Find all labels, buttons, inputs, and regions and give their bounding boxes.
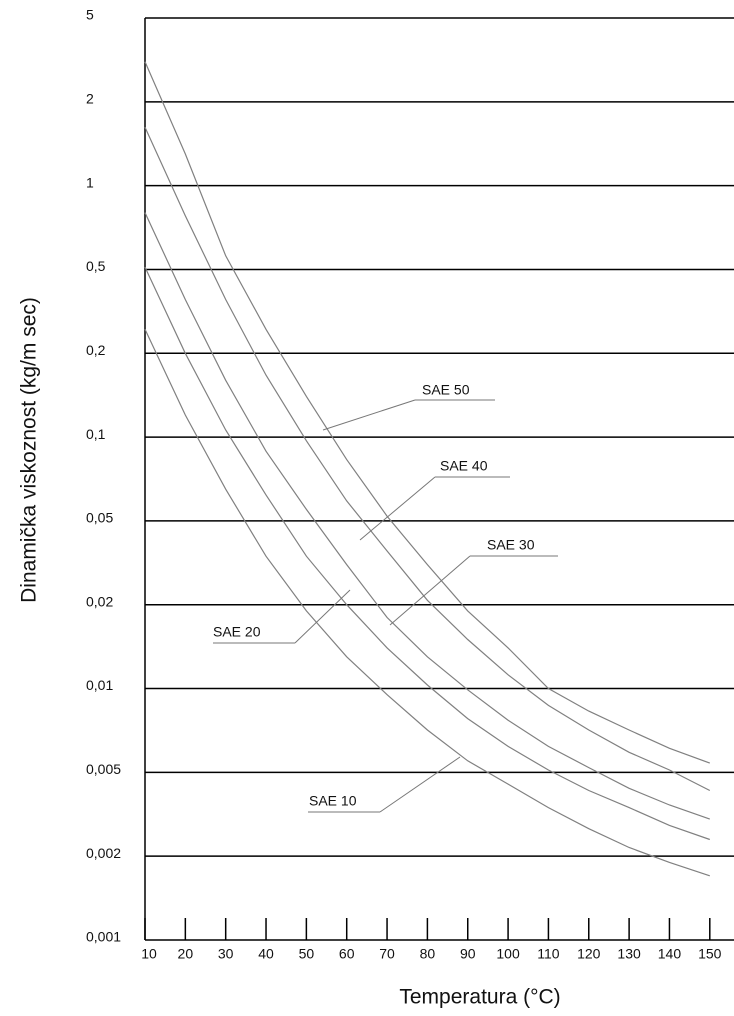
y-tick-label: 1 (86, 174, 94, 190)
y-tick-label: 0,01 (86, 677, 113, 693)
x-tick-label: 110 (537, 946, 560, 962)
curve (144, 212, 710, 820)
y-tick-label: 0,05 (86, 510, 113, 526)
x-tick-label: 90 (460, 946, 476, 962)
x-tick-label: 120 (577, 946, 601, 962)
leader-line (389, 555, 471, 626)
y-axis-label: Dinamička viskoznost (kg/m sec) (18, 297, 41, 603)
y-tick-label: 2 (86, 91, 94, 107)
x-tick-label: 10 (141, 946, 157, 962)
y-tick-label: 0,5 (86, 258, 106, 274)
x-tick-label: 70 (379, 946, 395, 962)
leader-line (379, 756, 461, 813)
curve (144, 329, 710, 877)
x-axis-label: Temperatura (°C) (399, 986, 560, 1009)
curve (144, 127, 711, 792)
x-tick-label: 140 (658, 946, 682, 962)
x-tick-label: 100 (496, 946, 520, 962)
leader-line (322, 399, 416, 431)
x-tick-label: 130 (617, 946, 641, 962)
x-tick-label: 150 (698, 946, 722, 962)
y-tick-label: 0,001 (86, 929, 121, 945)
curve (144, 266, 710, 841)
y-tick-label: 0,2 (86, 342, 106, 358)
y-tick-label: 0,1 (86, 426, 106, 442)
y-tick-label: 5 (86, 7, 94, 23)
curve-label: SAE 20 (213, 624, 261, 640)
leader-line (359, 476, 436, 541)
y-tick-label: 0,005 (86, 761, 121, 777)
curve (144, 61, 711, 764)
x-tick-label: 30 (218, 946, 234, 962)
curve-label: SAE 50 (422, 382, 470, 398)
leader-line (294, 589, 351, 644)
x-tick-label: 50 (299, 946, 315, 962)
curve-label: SAE 10 (309, 793, 357, 809)
x-tick-label: 40 (258, 946, 274, 962)
x-tick-label: 80 (420, 946, 436, 962)
y-tick-label: 0,02 (86, 593, 113, 609)
curve-label: SAE 40 (440, 458, 488, 474)
curve-label: SAE 30 (487, 537, 535, 553)
y-tick-label: 0,002 (86, 845, 121, 861)
x-tick-label: 20 (178, 946, 194, 962)
x-tick-label: 60 (339, 946, 355, 962)
